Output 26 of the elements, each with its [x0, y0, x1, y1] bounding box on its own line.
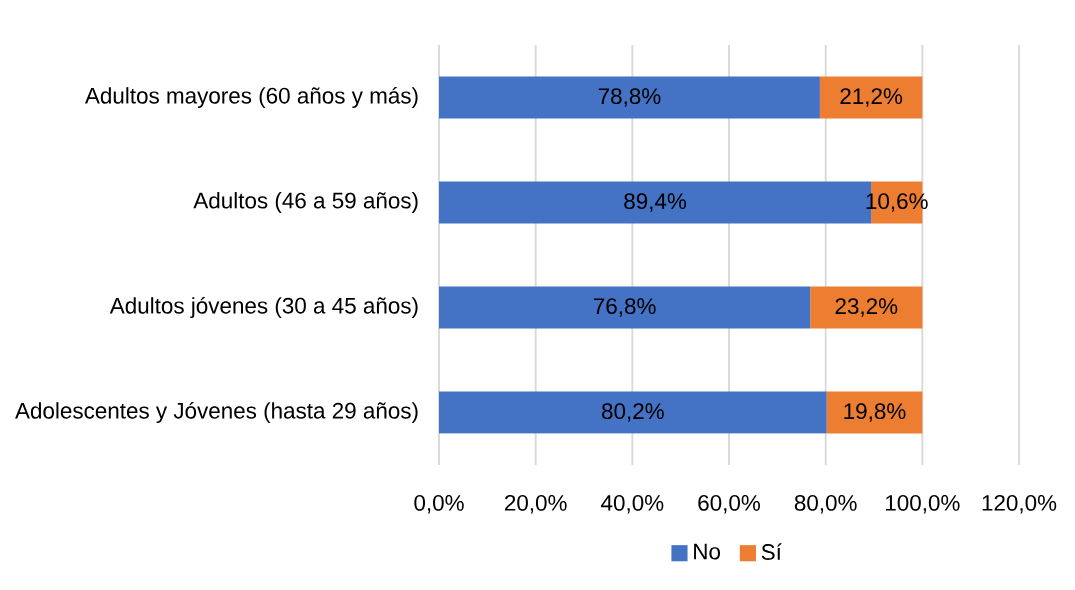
- bar: [439, 391, 827, 434]
- x-tick-label: 100,0%: [886, 494, 960, 514]
- y-tick-label: Adultos (46 a 59 años): [193, 192, 418, 213]
- bar: [826, 391, 923, 434]
- x-tick-label: 120,0%: [982, 494, 1057, 514]
- y-tick-label: Adultos jóvenes (30 a 45 años): [109, 296, 418, 319]
- y-tick-label: Adultos mayores (60 años y más): [84, 86, 418, 109]
- bar: [439, 76, 820, 119]
- bar: [810, 286, 923, 329]
- x-tick-label: 80,0%: [794, 494, 857, 514]
- legend-label: No: [694, 543, 721, 560]
- data-label: 19,8%: [844, 403, 906, 422]
- data-label: 78,8%: [598, 88, 661, 107]
- bar: [439, 286, 811, 329]
- y-tick-label: Adolescentes y Jóvenes (hasta 29 años): [15, 401, 418, 424]
- data-label: 21,2%: [840, 88, 903, 107]
- data-label: 23,2%: [835, 298, 898, 317]
- x-tick-label: 40,0%: [601, 494, 664, 514]
- data-label: 80,2%: [601, 403, 664, 422]
- legend-label: Sí: [761, 543, 782, 560]
- x-tick-label: 20,0%: [504, 494, 567, 514]
- x-tick-label: 60,0%: [698, 494, 761, 514]
- x-tick-label: 0,0%: [414, 494, 464, 514]
- data-label: 76,8%: [593, 298, 656, 317]
- data-label: 89,4%: [624, 193, 687, 212]
- bar: [819, 76, 923, 119]
